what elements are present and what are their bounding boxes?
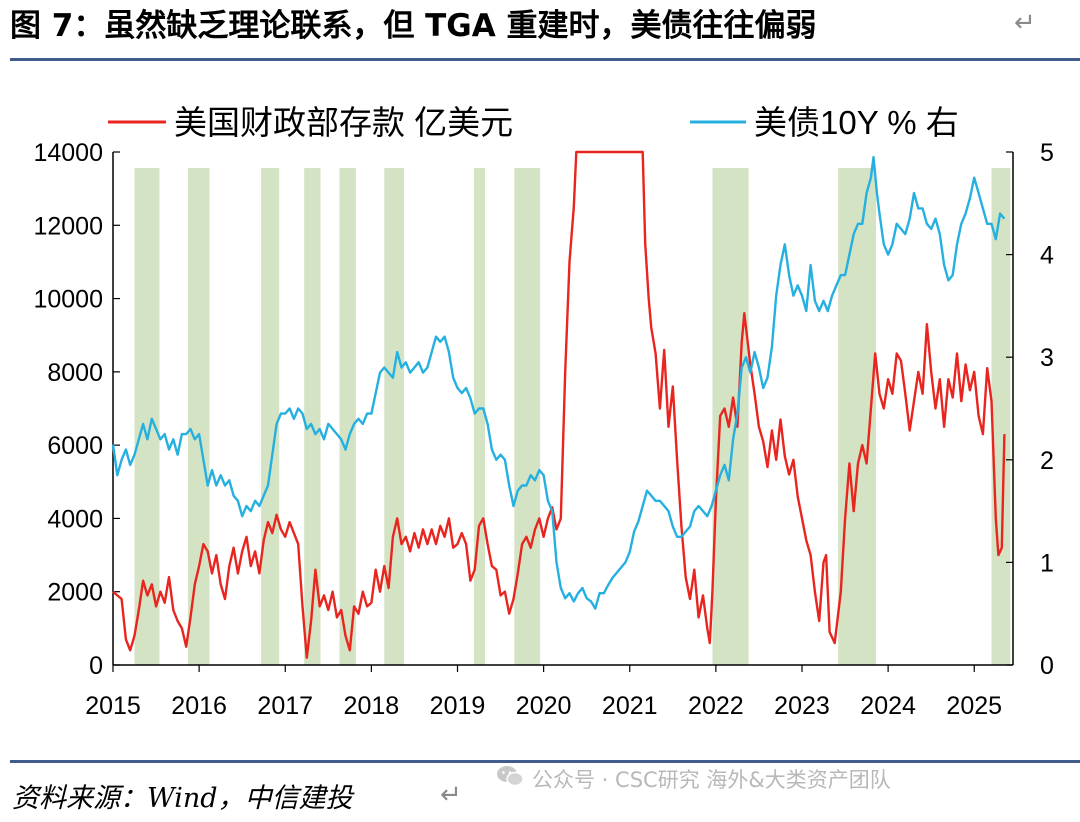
shaded-period-3	[304, 168, 321, 665]
series-line-tga	[112, 150, 1006, 659]
x-tick-label: 2015	[85, 692, 141, 720]
tick-labels: 0 2000 4000 6000 8000 10000 12000 14000 0 1 2 3 4 5 20…	[33, 139, 1054, 720]
return-mark-source: ↵	[440, 780, 462, 810]
y-left-tick-label: 14000	[33, 139, 103, 167]
return-mark: ↵	[1014, 8, 1036, 38]
y-right-tick-label: 0	[1040, 652, 1054, 680]
y-right-tick-label: 2	[1040, 447, 1054, 475]
top-divider	[10, 58, 1080, 61]
x-tick-label: 2021	[602, 692, 658, 720]
x-tick-label: 2024	[860, 692, 916, 720]
y-left-tick-label: 12000	[33, 212, 103, 240]
watermark: 公众号 · CSC研究 海外&大类资产团队	[496, 762, 891, 799]
shaded-period-1	[187, 168, 210, 665]
bottom-divider	[10, 760, 1080, 763]
legend-label-tga: 美国财政部存款 亿美元	[174, 104, 513, 141]
shaded-periods	[134, 168, 1011, 665]
wechat-icon	[496, 763, 524, 799]
series-lines	[111, 150, 1006, 659]
y-right-tick-label: 4	[1040, 242, 1054, 270]
y-left-tick-label: 8000	[47, 359, 103, 387]
x-tick-label: 2023	[774, 692, 830, 720]
x-tick-label: 2016	[171, 692, 227, 720]
x-tick-label: 2020	[516, 692, 572, 720]
y-left-tick-label: 2000	[47, 579, 103, 607]
y-left-tick-label: 4000	[47, 505, 103, 533]
y-right-tick-label: 3	[1040, 344, 1054, 372]
shaded-period-6	[473, 168, 486, 665]
series-line-ust10y	[111, 155, 1006, 610]
y-left-tick-label: 6000	[47, 432, 103, 460]
source-note: 资料来源：Wind，中信建投	[12, 783, 353, 814]
x-tick-label: 2022	[688, 692, 744, 720]
y-right-tick-label: 1	[1040, 549, 1054, 577]
chart: 0 2000 4000 6000 8000 10000 12000 14000 0 1 2 3 4 5 20…	[33, 104, 1054, 720]
y-left-tick-label: 0	[89, 652, 103, 680]
x-tick-label: 2018	[344, 692, 400, 720]
shaded-period-0	[134, 168, 160, 665]
legend-label-ust: 美债10Y % 右	[754, 104, 959, 141]
shaded-period-10	[991, 168, 1011, 665]
shaded-period-5	[384, 168, 405, 665]
y-left-tick-label: 10000	[33, 286, 103, 314]
x-tick-label: 2025	[946, 692, 1002, 720]
shaded-period-4	[339, 168, 356, 665]
legend: 美国财政部存款 亿美元 美债10Y % 右	[108, 104, 959, 141]
shaded-period-2	[261, 168, 280, 665]
chart-title: 图 7：虽然缺乏理论联系，但 TGA 重建时，美债往往偏弱	[10, 8, 817, 44]
shaded-period-7	[514, 168, 541, 665]
x-tick-label: 2017	[257, 692, 313, 720]
axes	[112, 151, 1014, 672]
watermark-text: 公众号 · CSC研究 海外&大类资产团队	[532, 768, 891, 792]
y-right-tick-label: 5	[1040, 139, 1054, 167]
x-tick-label: 2019	[430, 692, 486, 720]
